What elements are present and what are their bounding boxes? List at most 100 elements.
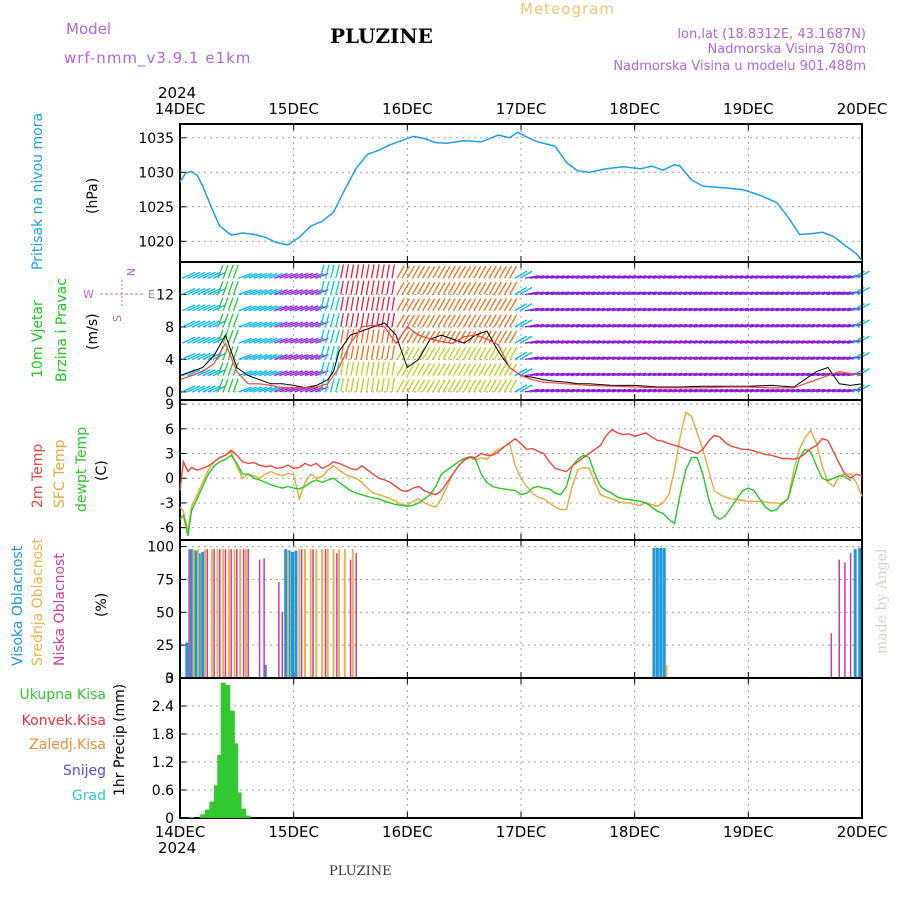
wind-arrow xyxy=(463,363,472,376)
wind-arrow xyxy=(816,372,831,377)
wind-arrow xyxy=(601,340,616,344)
wind-arrow xyxy=(299,337,314,344)
wind-arrow xyxy=(611,323,626,328)
wind-arrow xyxy=(442,314,451,328)
wind-arrow xyxy=(780,275,795,279)
wind-arrow xyxy=(406,314,415,328)
wind-arrow xyxy=(586,388,601,393)
wind-arrow xyxy=(514,335,528,344)
wind-arrow xyxy=(811,307,826,312)
wind-arrow xyxy=(760,307,775,312)
wind-arrow xyxy=(248,370,263,377)
wind-arrow xyxy=(386,377,390,392)
wind-arrow xyxy=(248,289,263,296)
wind-arrow xyxy=(227,362,234,376)
wind-arrow xyxy=(411,346,421,360)
wind-arrow xyxy=(401,298,410,312)
wind-arrow xyxy=(622,275,637,279)
wind-arrow xyxy=(232,297,239,311)
dewpt-line xyxy=(179,448,852,537)
wind-arrow xyxy=(503,298,513,312)
wind-arrow xyxy=(765,291,780,296)
time-tick-label-top: 20DEC xyxy=(837,100,888,118)
wind-arrow xyxy=(365,313,370,328)
wind-arrow xyxy=(478,379,487,393)
wind-arrow xyxy=(591,323,606,328)
wind-arrow xyxy=(785,275,800,279)
wind-arrow xyxy=(422,265,431,279)
wind-arrow xyxy=(411,330,421,344)
wind-arrow xyxy=(801,307,816,312)
y-tick-label: 3 xyxy=(165,671,174,687)
wind-arrow xyxy=(365,280,370,295)
y-tick-label: 50 xyxy=(156,605,174,621)
wind-arrow xyxy=(703,291,718,296)
wind-arrow xyxy=(780,323,795,328)
wind-arrow xyxy=(806,275,821,279)
precip-bar xyxy=(236,792,242,818)
wind-arrow xyxy=(734,340,749,344)
wind-arrow xyxy=(509,330,518,344)
wind-arrow xyxy=(304,337,319,344)
wind-arrow xyxy=(386,361,390,376)
wind-arrow xyxy=(683,340,698,344)
wind-arrow xyxy=(376,313,380,328)
wind-arrow xyxy=(540,275,555,279)
wind-arrow xyxy=(535,356,550,361)
wind-arrow xyxy=(616,356,631,361)
wind-arrow xyxy=(329,280,335,295)
precip-bar xyxy=(245,815,251,818)
wind-arrow xyxy=(755,388,770,393)
wind-arrow xyxy=(355,377,360,392)
wind-arrow xyxy=(217,378,224,393)
wind-arrow xyxy=(627,356,642,361)
wind-arrow xyxy=(509,314,518,328)
wind-arrow xyxy=(437,298,446,312)
wind-arrow xyxy=(719,356,734,361)
wind-arrow xyxy=(601,307,616,312)
wind-arrow xyxy=(243,354,258,361)
wind-arrow xyxy=(192,287,206,296)
wind-arrow xyxy=(452,363,461,376)
wind-arrow xyxy=(678,323,693,328)
wind-arrow xyxy=(350,264,355,279)
high-cloud-bar xyxy=(858,547,862,678)
wind-arrow xyxy=(770,307,785,312)
wind-arrow xyxy=(857,335,870,344)
wind-arrow xyxy=(586,372,601,377)
wind-arrow xyxy=(637,340,652,344)
wind-arrow xyxy=(841,356,857,361)
wind-arrow xyxy=(488,282,497,295)
wind-arrow xyxy=(340,264,344,279)
year-label-top: 2024 xyxy=(158,84,196,102)
wind-arrow xyxy=(688,356,703,361)
wind-arrow xyxy=(401,282,410,295)
wind-arrow xyxy=(365,345,370,360)
wind-arrow xyxy=(422,363,431,376)
wind-arrow xyxy=(386,280,390,295)
wind-arrow xyxy=(678,291,693,296)
wind-arrow xyxy=(437,363,446,376)
wind-arrow xyxy=(724,291,739,296)
wind-arrow xyxy=(673,356,688,361)
mid-cloud-bar xyxy=(304,549,307,678)
low-cloud-bar xyxy=(349,559,352,678)
wind-arrow xyxy=(355,296,360,311)
time-tick-label-bottom: 18DEC xyxy=(609,823,660,841)
wind-arrow xyxy=(181,320,196,328)
wind-arrow xyxy=(529,323,544,328)
wind-arrow xyxy=(755,275,770,279)
y-tick-label: 1035 xyxy=(138,131,174,147)
wind-arrow xyxy=(683,356,698,361)
wind-arrow xyxy=(734,291,749,296)
wind-arrow xyxy=(606,356,621,361)
wind-arrow xyxy=(386,345,390,360)
wind-arrow xyxy=(243,305,258,312)
wind-arrow xyxy=(493,330,502,344)
high-cloud-bar xyxy=(194,550,198,678)
low-cloud-bar xyxy=(830,633,833,678)
wind-arrow xyxy=(401,314,410,328)
wind-arrow xyxy=(370,280,375,295)
wind-arrow xyxy=(181,287,196,296)
precip-bar xyxy=(188,817,194,818)
